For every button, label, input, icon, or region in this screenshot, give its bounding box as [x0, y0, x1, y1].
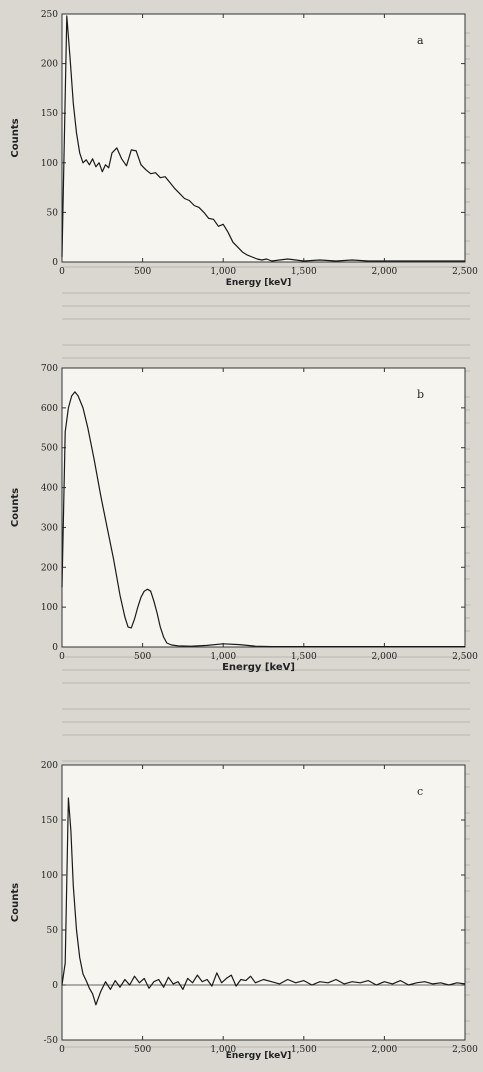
x-tick-label: 2,000 — [372, 1045, 398, 1055]
chart-a-x-axis-label: Energy [keV] — [226, 278, 292, 288]
x-tick-label: 1,500 — [291, 267, 317, 277]
x-tick-label: 2,500 — [452, 1045, 478, 1055]
x-tick-label: 2,500 — [452, 267, 478, 277]
y-tick-label: 0 — [52, 981, 58, 991]
x-tick-label: 500 — [134, 1045, 151, 1055]
y-tick-label: 400 — [41, 484, 58, 494]
chart-c-frame — [61, 764, 466, 1041]
y-tick-label: 0 — [52, 258, 58, 268]
chart-c: 0 500 1,000 1,500 2,000 2,500-50050100150200 … — [10, 761, 478, 1061]
chart-a: 0 500 1,000 1,500 2,000 2,500050100150200250 … — [10, 10, 478, 288]
y-tick-label: 100 — [41, 159, 58, 169]
y-tick-label: 50 — [47, 208, 59, 218]
y-tick-label: 150 — [41, 109, 58, 119]
chart-b-ticks: 0 500 1,000 1,500 2,000 2,500 0 100 200 300 400 500… — [41, 364, 478, 662]
chart-c-series — [61, 797, 466, 1006]
y-tick-label: 700 — [41, 364, 58, 374]
y-tick-label: 200 — [41, 761, 58, 771]
chart-b-y-axis-label: Counts — [10, 488, 21, 527]
x-tick-label: 1,500 — [291, 652, 317, 662]
x-tick-label: 2,500 — [452, 652, 478, 662]
chart-a-frame — [61, 13, 466, 263]
y-tick-label: 150 — [41, 816, 58, 826]
chart-b-x-axis-label: Energy [keV] — [222, 662, 295, 673]
x-tick-label: 0 — [59, 652, 65, 662]
y-tick-label: 500 — [41, 444, 58, 454]
chart-a-panel-label: a — [417, 34, 424, 47]
y-tick-label: 600 — [41, 404, 58, 414]
x-tick-label: 1,000 — [210, 1045, 236, 1055]
y-tick-label: 300 — [41, 523, 58, 533]
chart-c-y-axis-label: Counts — [10, 883, 21, 922]
x-tick-label: 500 — [134, 652, 151, 662]
chart-a-series — [61, 15, 465, 262]
y-tick-label: 200 — [41, 563, 58, 573]
series-line — [61, 391, 465, 648]
y-tick-label: 50 — [47, 926, 59, 936]
y-tick-label: -50 — [44, 1036, 59, 1046]
y-tick-label: 100 — [41, 871, 58, 881]
chart-b: 0 500 1,000 1,500 2,000 2,500 0 100 200 300 400 500… — [10, 364, 478, 673]
chart-c-x-axis-label: Energy [keV] — [226, 1051, 292, 1061]
x-tick-label: 0 — [59, 267, 65, 277]
series-line — [61, 15, 465, 262]
x-tick-label: 2,000 — [372, 652, 398, 662]
chart-b-panel-label: b — [417, 388, 424, 401]
chart-b-frame — [61, 367, 466, 648]
x-tick-label: 1,000 — [210, 267, 236, 277]
y-tick-label: 250 — [41, 10, 58, 20]
x-tick-label: 1,500 — [291, 1045, 317, 1055]
series-line — [61, 797, 466, 1006]
x-tick-label: 1,000 — [210, 652, 236, 662]
y-tick-label: 0 — [52, 643, 58, 653]
x-tick-label: 500 — [134, 267, 151, 277]
x-tick-label: 2,000 — [372, 267, 398, 277]
x-tick-label: 0 — [59, 1045, 65, 1055]
chart-c-panel-label: c — [417, 785, 423, 798]
chart-a-ticks: 0 500 1,000 1,500 2,000 2,500 0 50 100 150 200 250 — [41, 10, 478, 277]
chart-a-y-axis-label: Counts — [10, 118, 21, 157]
y-tick-label: 100 — [41, 603, 58, 613]
y-tick-label: 200 — [41, 60, 58, 70]
chart-b-series — [61, 391, 465, 648]
